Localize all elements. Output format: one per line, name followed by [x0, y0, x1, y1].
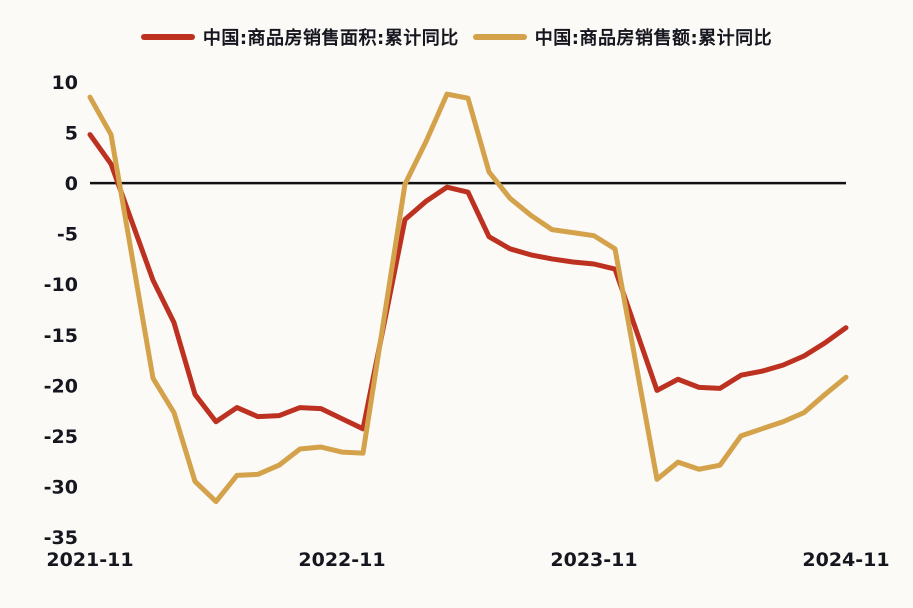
y-axis-tick-label: 5 — [65, 123, 78, 145]
chart-legend: 中国:商品房销售面积:累计同比 中国:商品房销售额:累计同比 — [0, 24, 913, 50]
x-axis-tick-label: 2024-11 — [802, 549, 889, 571]
y-axis-tick-label: -30 — [44, 476, 78, 498]
y-axis-tick-label: -10 — [44, 274, 78, 296]
legend-item-sales-area: 中国:商品房销售面积:累计同比 — [140, 24, 459, 50]
chart-line-series-1 — [87, 91, 849, 505]
y-axis-tick-label: -25 — [44, 426, 78, 448]
y-axis-tick-label: -5 — [57, 224, 78, 246]
x-axis-tick-label: 2023-11 — [550, 549, 637, 571]
x-axis-tick-label: 2021-11 — [46, 549, 133, 571]
y-axis-tick-label: -20 — [44, 375, 78, 397]
y-axis-tick-label: 10 — [52, 72, 78, 94]
y-axis-tick-label: 0 — [65, 173, 78, 195]
legend-item-sales-value: 中国:商品房销售额:累计同比 — [472, 24, 773, 50]
y-axis-tick-label: -15 — [44, 325, 78, 347]
y-axis-tick-label: -35 — [44, 527, 78, 549]
legend-swatch-sales-value-icon — [472, 34, 527, 40]
legend-label-sales-value: 中国:商品房销售额:累计同比 — [534, 28, 773, 49]
legend-swatch-sales-area-icon — [140, 34, 195, 40]
legend-label-sales-area: 中国:商品房销售面积:累计同比 — [202, 28, 459, 49]
x-axis-tick-label: 2022-11 — [298, 549, 385, 571]
chart-line-series-0 — [87, 132, 849, 432]
